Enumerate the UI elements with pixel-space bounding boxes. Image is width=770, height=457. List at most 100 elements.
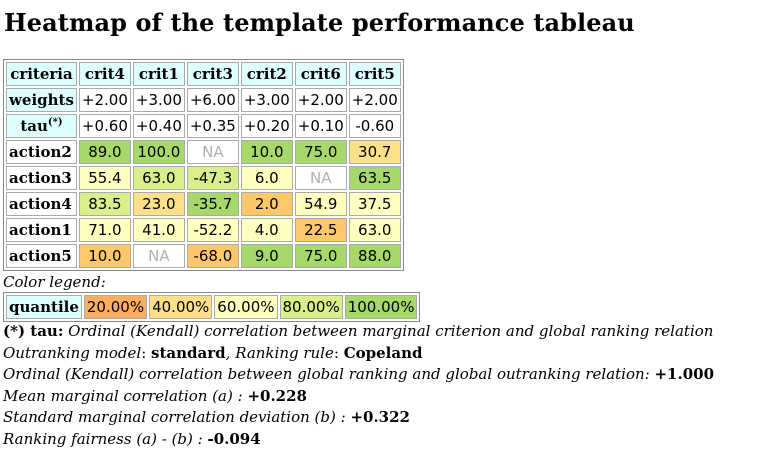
heatmap-cell: 9.0 xyxy=(240,244,293,268)
mean-value: +0.228 xyxy=(247,386,307,405)
heatmap-cell: 30.7 xyxy=(348,140,401,164)
legend-swatch: 60.00% xyxy=(214,295,278,319)
action-header: action2 xyxy=(6,140,77,164)
criterion-header: crit6 xyxy=(294,62,347,86)
legend-swatch: 80.00% xyxy=(279,295,343,319)
criterion-header: crit5 xyxy=(348,62,401,86)
criterion-header: crit2 xyxy=(240,62,293,86)
heatmap-cell: 89.0 xyxy=(78,140,131,164)
heatmap-cell: 54.9 xyxy=(294,192,347,216)
mean-line: Mean marginal correlation (a) : +0.228 xyxy=(3,386,714,408)
tau-cell: +0.35 xyxy=(186,114,239,138)
criterion-header: crit4 xyxy=(78,62,131,86)
tau-cell: +0.40 xyxy=(132,114,185,138)
legend-table: quantile 20.00% 40.00% 60.00% 80.00% 100.00% xyxy=(3,292,421,322)
heatmap-cell: NA xyxy=(186,140,239,164)
weight-cell: +6.00 xyxy=(186,88,239,112)
std-text: Standard marginal correlation deviation … xyxy=(3,408,351,427)
heatmap-cell: -35.7 xyxy=(186,192,239,216)
heatmap-cell: 63.0 xyxy=(132,166,185,190)
heatmap-cell: 10.0 xyxy=(78,244,131,268)
heatmap-table: criteria crit4 crit1 crit3 crit2 crit6 c… xyxy=(3,59,404,271)
action-rows: action2 89.0 100.0 NA 10.0 75.0 30.7 action3 55.… xyxy=(6,140,401,268)
heatmap-cell: 2.0 xyxy=(240,192,293,216)
tau-note-text: Ordinal (Kendall) correlation between ma… xyxy=(63,322,714,340)
kendall-text: Ordinal (Kendall) correlation between gl… xyxy=(3,365,655,384)
heatmap-cell: 75.0 xyxy=(294,244,347,268)
weights-row: weights +2.00 +3.00 +6.00 +3.00 +2.00 +2… xyxy=(6,88,401,112)
rule-sep: : xyxy=(333,343,344,362)
action-row: action2 89.0 100.0 NA 10.0 75.0 30.7 xyxy=(6,140,401,164)
tau-label: tau xyxy=(20,117,48,135)
model-value: standard xyxy=(151,343,226,362)
heatmap-cell: NA xyxy=(132,244,185,268)
tau-header: tau(*) xyxy=(6,114,77,138)
rule-value: Copeland xyxy=(343,343,423,362)
heatmap-cell: 55.4 xyxy=(78,166,131,190)
heatmap-cell: 23.0 xyxy=(132,192,185,216)
heatmap-cell: -68.0 xyxy=(186,244,239,268)
heatmap-cell: -47.3 xyxy=(186,166,239,190)
page-title: Heatmap of the template performance tabl… xyxy=(4,8,635,37)
criterion-header: crit3 xyxy=(186,62,239,86)
heatmap-cell: NA xyxy=(294,166,347,190)
tau-row: tau(*) +0.60 +0.40 +0.35 +0.20 +0.10 -0.… xyxy=(6,114,401,138)
action-row: action4 83.5 23.0 -35.7 2.0 54.9 37.5 xyxy=(6,192,401,216)
std-value: +0.322 xyxy=(350,408,410,427)
weight-cell: +3.00 xyxy=(240,88,293,112)
heatmap-cell: 71.0 xyxy=(78,218,131,242)
model-line: Outranking model: standard, Ranking rule… xyxy=(3,343,714,365)
heatmap-cell: 63.0 xyxy=(348,218,401,242)
notes-block: (*) tau: Ordinal (Kendall) correlation b… xyxy=(3,321,714,451)
fairness-text: Ranking fairness (a) - (b) : xyxy=(3,429,208,448)
model-sep: : xyxy=(141,343,152,362)
legend-swatch: 40.00% xyxy=(149,295,213,319)
heatmap-cell: 22.5 xyxy=(294,218,347,242)
model-label: Outranking model xyxy=(3,343,142,362)
tau-cell: +0.60 xyxy=(78,114,131,138)
legend-label: quantile xyxy=(6,295,82,319)
weight-cell: +2.00 xyxy=(348,88,401,112)
heatmap-cell: 4.0 xyxy=(240,218,293,242)
criteria-row: criteria crit4 crit1 crit3 crit2 crit6 c… xyxy=(6,62,401,86)
legend-row: quantile 20.00% 40.00% 60.00% 80.00% 100.00% xyxy=(6,295,418,319)
tau-cell: +0.20 xyxy=(240,114,293,138)
rule-label: , Ranking rule xyxy=(225,343,334,362)
heatmap-cell: -52.2 xyxy=(186,218,239,242)
fairness-line: Ranking fairness (a) - (b) : -0.094 xyxy=(3,429,714,451)
heatmap-cell: 10.0 xyxy=(240,140,293,164)
tau-note: (*) tau: Ordinal (Kendall) correlation b… xyxy=(3,321,714,343)
criteria-header: criteria xyxy=(6,62,77,86)
heatmap-cell: 37.5 xyxy=(348,192,401,216)
heatmap-cell: 63.5 xyxy=(348,166,401,190)
std-line: Standard marginal correlation deviation … xyxy=(3,407,714,429)
kendall-value: +1.000 xyxy=(654,365,715,384)
heatmap-cell: 88.0 xyxy=(348,244,401,268)
heatmap-cell: 6.0 xyxy=(240,166,293,190)
action-header: action1 xyxy=(6,218,77,242)
mean-text: Mean marginal correlation (a) : xyxy=(3,386,248,405)
legend-title: Color legend: xyxy=(3,273,106,291)
action-header: action5 xyxy=(6,244,77,268)
weight-cell: +3.00 xyxy=(132,88,185,112)
fairness-value: -0.094 xyxy=(207,429,261,448)
tau-cell: +0.10 xyxy=(294,114,347,138)
tau-cell: -0.60 xyxy=(348,114,401,138)
weight-cell: +2.00 xyxy=(294,88,347,112)
heatmap-cell: 75.0 xyxy=(294,140,347,164)
legend-swatch: 20.00% xyxy=(83,295,148,319)
kendall-line: Ordinal (Kendall) correlation between gl… xyxy=(3,364,714,386)
heatmap-cell: 83.5 xyxy=(78,192,131,216)
heatmap-cell: 100.0 xyxy=(132,140,185,164)
tau-note-head: (*) tau: xyxy=(3,322,64,340)
action-header: action4 xyxy=(6,192,77,216)
action-row: action3 55.4 63.0 -47.3 6.0 NA 63.5 xyxy=(6,166,401,190)
legend-swatch: 100.00% xyxy=(344,295,418,319)
action-row: action5 10.0 NA -68.0 9.0 75.0 88.0 xyxy=(6,244,401,268)
criterion-header: crit1 xyxy=(132,62,185,86)
weight-cell: +2.00 xyxy=(78,88,131,112)
heatmap-cell: 41.0 xyxy=(132,218,185,242)
tau-footnote-mark: (*) xyxy=(47,117,63,128)
action-header: action3 xyxy=(6,166,77,190)
action-row: action1 71.0 41.0 -52.2 4.0 22.5 63.0 xyxy=(6,218,401,242)
